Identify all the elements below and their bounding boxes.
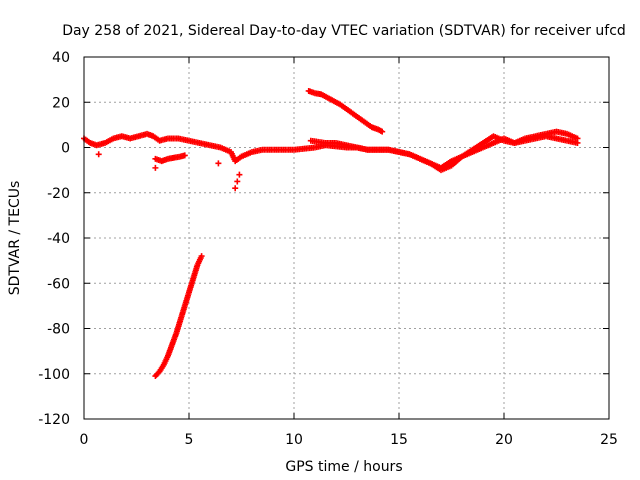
data-point [95,151,102,158]
data-point [379,128,386,135]
data-point [234,178,241,185]
x-tick-label: 5 [185,432,194,448]
grid-lines [84,57,609,419]
data-point [215,160,222,167]
y-axis-label: SDTVAR / TECUs [7,181,23,296]
y-tick-label: -80 [47,322,70,338]
x-tick-label: 10 [285,432,303,448]
x-axis-label: GPS time / hours [285,459,402,475]
data-point [236,171,243,178]
y-axis-ticks: 40 20 0 -20 -40 -60 -80 -100 -120 [38,50,609,428]
x-tick-label: 20 [495,432,513,448]
data-point [198,253,205,260]
data-point [152,164,159,171]
x-tick-label: 15 [390,432,408,448]
y-tick-label: -40 [47,231,70,247]
data-points [81,87,581,380]
y-tick-label: 0 [61,141,70,157]
y-tick-label: -20 [47,186,70,202]
data-point [181,152,188,159]
y-tick-label: -100 [38,367,70,383]
y-tick-label: 40 [52,50,70,66]
x-axis-ticks: 0 5 10 15 20 25 [80,57,618,448]
y-tick-label: -60 [47,276,70,292]
data-point [574,135,581,142]
y-tick-label: -120 [38,412,70,428]
chart-title: Day 258 of 2021, Sidereal Day-to-day VTE… [62,23,626,39]
y-tick-label: 20 [52,95,70,111]
x-tick-label: 25 [600,432,618,448]
x-tick-label: 0 [80,432,89,448]
data-point [232,185,239,192]
